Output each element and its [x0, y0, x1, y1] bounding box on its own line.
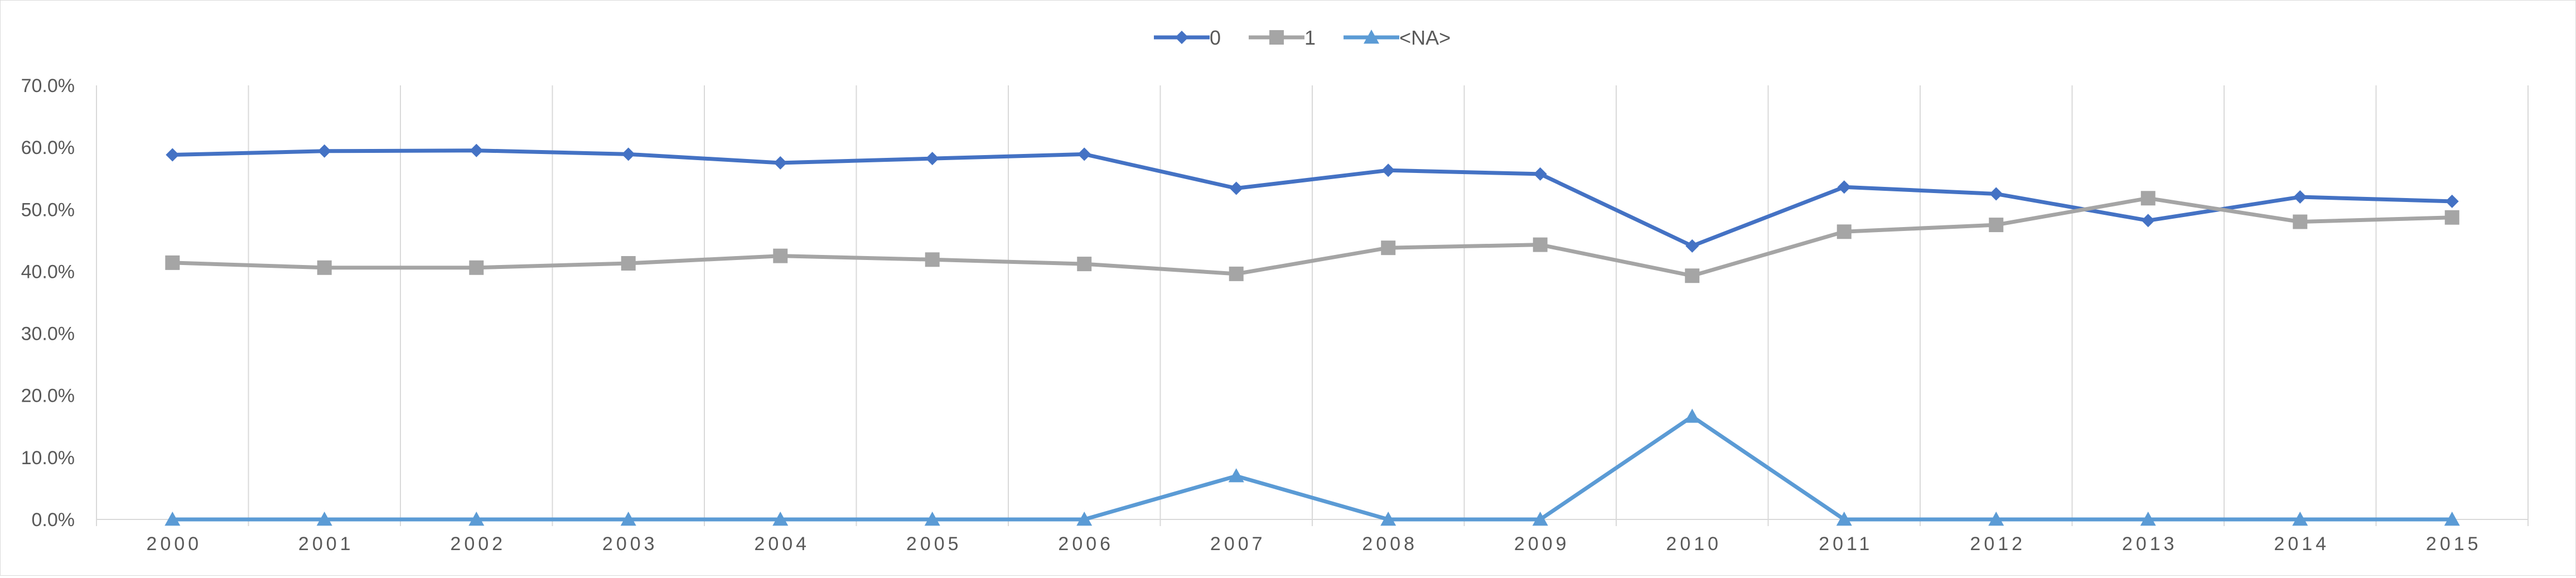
y-tick-label: 50.0%	[21, 199, 75, 220]
x-tick-label: 2002	[450, 533, 506, 555]
data-point-marker	[1077, 147, 1091, 161]
data-point-marker	[2444, 210, 2459, 225]
data-point-marker	[1685, 239, 1699, 253]
legend-item: 1	[1249, 26, 1316, 49]
data-point-marker	[1533, 167, 1547, 181]
data-point-marker	[1229, 181, 1243, 195]
x-tick-label: 2005	[906, 533, 962, 555]
data-point-marker	[1380, 512, 1396, 526]
data-point-marker	[316, 512, 332, 526]
data-point-marker	[620, 512, 636, 526]
data-point-marker	[1836, 512, 1852, 526]
y-tick-label: 20.0%	[21, 386, 75, 407]
x-tick-label: 2000	[146, 533, 202, 555]
data-point-marker	[165, 512, 181, 526]
x-tick-label: 2006	[1058, 533, 1114, 555]
data-point-marker	[1229, 266, 1244, 281]
y-tick-label: 10.0%	[21, 447, 75, 469]
x-tick-label: 2009	[1514, 533, 1570, 555]
data-point-marker	[2293, 190, 2307, 204]
data-point-marker	[2292, 512, 2308, 526]
legend-swatch-marker	[1364, 30, 1380, 44]
legend-item: 0	[1154, 26, 1221, 49]
data-point-marker	[2444, 512, 2460, 526]
data-point-marker	[925, 152, 939, 166]
data-point-marker	[621, 256, 636, 271]
y-tick-label: 70.0%	[21, 75, 75, 97]
data-point-marker	[1989, 187, 2003, 201]
data-point-marker	[1684, 408, 1700, 423]
y-tick-label: 0.0%	[32, 509, 75, 531]
data-point-marker	[317, 260, 332, 275]
legend-label: 1	[1304, 26, 1316, 49]
y-tick-label: 60.0%	[21, 137, 75, 158]
data-point-marker	[165, 255, 180, 270]
data-point-marker	[317, 144, 331, 158]
series-1	[165, 191, 2459, 283]
series-line	[172, 196, 2452, 278]
y-tick-label: 40.0%	[21, 261, 75, 282]
data-point-marker	[1837, 180, 1851, 194]
legend-swatch-marker	[1175, 31, 1188, 44]
y-axis-tick-labels: 0.0% 10.0% 20.0% 30.0% 40.0% 50.0% 60.0% 70.0%	[21, 75, 75, 531]
x-tick-label: 2010	[1666, 533, 1722, 555]
x-tick-label: 2004	[754, 533, 810, 555]
data-point-marker	[1077, 257, 1092, 272]
data-point-marker	[1228, 468, 1244, 483]
x-tick-label: 2013	[2122, 533, 2178, 555]
data-point-marker	[469, 260, 484, 275]
data-point-marker	[1076, 512, 1093, 526]
data-point-marker	[925, 252, 940, 267]
x-tick-label: 2014	[2274, 533, 2329, 555]
data-point-marker	[2140, 512, 2156, 526]
data-point-marker	[1532, 512, 1548, 526]
data-point-marker	[1533, 237, 1548, 252]
data-point-marker	[1988, 512, 2004, 526]
data-point-marker	[773, 248, 788, 263]
series-line	[172, 148, 2452, 248]
data-point-marker	[470, 143, 484, 157]
series-2	[165, 408, 2460, 526]
legend: 0 1 <NA>	[1154, 26, 1451, 49]
data-point-marker	[772, 512, 789, 526]
data-point-marker	[2293, 214, 2308, 229]
x-tick-label: 2001	[298, 533, 354, 555]
data-point-marker	[924, 512, 940, 526]
data-point-marker	[468, 512, 485, 526]
x-tick-label: 2015	[2426, 533, 2482, 555]
data-point-marker	[166, 148, 180, 162]
x-tick-label: 2007	[1210, 533, 1266, 555]
data-point-marker	[1685, 268, 1700, 283]
data-point-marker	[1836, 224, 1852, 239]
x-tick-label: 2003	[602, 533, 658, 555]
series-0	[166, 143, 2459, 253]
data-point-marker	[2140, 191, 2155, 206]
data-point-marker	[1381, 163, 1395, 177]
x-tick-label: 2012	[1970, 533, 2026, 555]
series-line	[172, 415, 2452, 522]
data-point-marker	[2445, 194, 2459, 208]
data-point-marker	[1381, 240, 1396, 256]
data-point-marker	[1989, 218, 2004, 233]
data-point-marker	[621, 147, 635, 161]
x-tick-label: 2008	[1362, 533, 1418, 555]
x-tick-label: 2011	[1819, 533, 1873, 555]
series-lines	[165, 143, 2460, 526]
legend-label: 0	[1210, 26, 1221, 49]
legend-swatch-marker	[1269, 30, 1284, 45]
legend-label: <NA>	[1399, 26, 1451, 49]
data-point-marker	[774, 156, 787, 170]
data-point-marker	[2141, 214, 2155, 228]
x-axis-tick-labels: 2000 2001 2002 2003 2004 2005 2006 2007 2008 2009…	[146, 533, 2482, 555]
y-tick-label: 30.0%	[21, 324, 75, 345]
legend-item: <NA>	[1343, 26, 1451, 49]
